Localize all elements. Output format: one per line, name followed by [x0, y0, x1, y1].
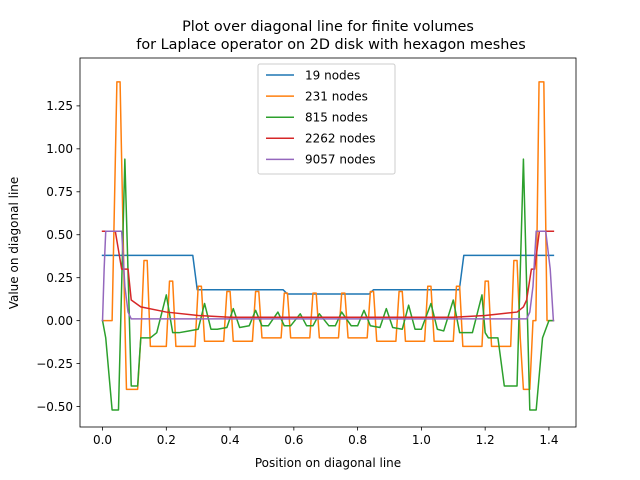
legend-label-1: 19 nodes [305, 68, 360, 82]
series-line-3 [101, 158, 555, 411]
y-tick-label: 1.00 [46, 142, 73, 156]
x-tick-label: 1.2 [476, 433, 495, 447]
legend-entries: 19 nodes 231 nodes 815 nodes 2262 nodes 9057… [266, 68, 376, 167]
legend-label-4: 2262 nodes [305, 132, 376, 146]
y-tick-label: 0.00 [46, 314, 73, 328]
y-tick-label: −0.25 [36, 357, 73, 371]
series-line-4 [101, 230, 555, 318]
series-line-2 [101, 81, 555, 391]
chart-title-line-2: for Laplace operator on 2D disk with hex… [136, 37, 525, 53]
x-tick-label: 0.4 [221, 433, 240, 447]
y-axis-label: Value on diagonal line [7, 177, 21, 310]
series-line-1 [101, 254, 555, 295]
x-axis-label: Position on diagonal line [255, 456, 401, 470]
y-axis-ticks: −0.50 −0.25 0.00 0.25 0.50 0.75 1.00 1.25 [36, 99, 80, 414]
y-tick-label: 0.25 [46, 271, 73, 285]
y-tick-label: 0.75 [46, 185, 73, 199]
x-tick-label: 0.2 [157, 433, 176, 447]
x-tick-label: 1.0 [412, 433, 431, 447]
x-tick-label: 0.8 [348, 433, 367, 447]
x-tick-label: 0.6 [284, 433, 303, 447]
legend-label-3: 815 nodes [305, 111, 368, 125]
x-tick-label: 0.0 [93, 433, 112, 447]
x-axis-ticks: 0.0 0.2 0.4 0.6 0.8 1.0 1.2 1.4 [93, 427, 558, 447]
legend: 19 nodes 231 nodes 815 nodes 2262 nodes 9057… [257, 63, 396, 175]
series-line-5 [101, 230, 555, 322]
y-tick-label: −0.50 [36, 400, 73, 414]
legend-label-5: 9057 nodes [305, 153, 376, 167]
x-tick-label: 1.4 [539, 433, 558, 447]
series-layer [101, 81, 555, 411]
plot-area [79, 57, 577, 428]
legend-box [257, 63, 396, 175]
y-tick-label: 0.50 [46, 228, 73, 242]
legend-label-2: 231 nodes [305, 89, 368, 103]
plot-frame [79, 57, 577, 428]
chart-title-line-1: Plot over diagonal line for finite volum… [182, 19, 474, 35]
y-tick-label: 1.25 [46, 99, 73, 113]
